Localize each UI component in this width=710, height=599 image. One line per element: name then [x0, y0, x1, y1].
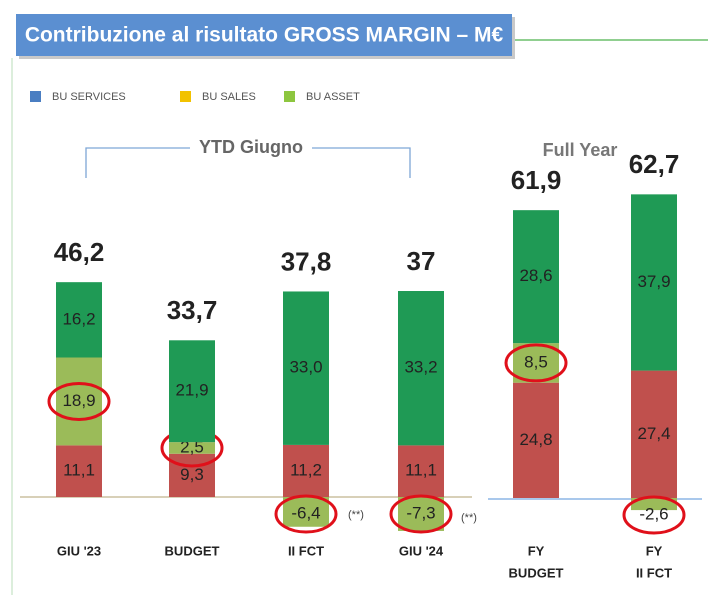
- annotation: (**): [461, 512, 477, 524]
- value-label: -6,4: [291, 503, 320, 522]
- bar-segment: [398, 445, 444, 497]
- annotation: (**): [348, 509, 364, 521]
- value-label: 27,4: [637, 424, 670, 443]
- bar-segment: [631, 194, 677, 371]
- highlight-circle: [47, 381, 111, 421]
- x-tick-label: II FCT: [288, 543, 324, 558]
- bar-segment: [169, 442, 215, 454]
- x-tick-label: FY: [528, 543, 545, 558]
- value-label: -2,6: [639, 504, 668, 523]
- bar-segment: [631, 498, 677, 511]
- total-label: 46,2: [54, 237, 105, 267]
- bar-segment: [513, 210, 559, 344]
- total-label: 33,7: [167, 295, 218, 325]
- value-label: 28,6: [519, 266, 552, 285]
- chart-title: Contribuzione al risultato GROSS MARGIN …: [25, 24, 504, 47]
- bar-segment: [513, 343, 559, 383]
- value-label: 11,2: [290, 460, 322, 479]
- bar-segment: [398, 497, 444, 531]
- legend-label: BU ASSET: [306, 91, 360, 103]
- value-label: 18,9: [62, 391, 95, 410]
- legend-swatch: [30, 91, 41, 102]
- value-label: 8,5: [524, 352, 548, 371]
- total-label: 37: [407, 246, 436, 276]
- highlight-circle: [274, 494, 338, 534]
- x-tick-label: GIU '24: [399, 543, 444, 558]
- highlight-circle: [504, 343, 568, 383]
- x-tick-label: BUDGET: [509, 565, 564, 580]
- bar-segment: [398, 291, 444, 446]
- bracket: [85, 147, 411, 178]
- annotation: Full Year: [543, 140, 618, 160]
- total-label: 62,7: [629, 149, 680, 179]
- x-tick-label: FY: [646, 543, 663, 558]
- x-tick-label: II FCT: [636, 565, 672, 580]
- value-label: 24,8: [519, 430, 552, 449]
- legend-swatch: [180, 91, 191, 102]
- bar-segment: [631, 370, 677, 498]
- highlight-circle: [389, 494, 453, 534]
- value-label: 11,1: [405, 461, 437, 480]
- title-box: [16, 14, 512, 56]
- x-tick-label: BUDGET: [165, 543, 220, 558]
- bar-segment: [56, 445, 102, 497]
- bar-segment: [283, 444, 329, 497]
- bar-segment: [56, 357, 102, 446]
- value-label: 33,0: [289, 358, 322, 377]
- value-label: 33,2: [404, 358, 437, 377]
- legend-label: BU SALES: [202, 91, 256, 103]
- bar-segment: [169, 453, 215, 497]
- bar-segment: [169, 340, 215, 443]
- total-label: 37,8: [281, 246, 332, 276]
- value-label: 21,9: [175, 381, 208, 400]
- value-label: 11,1: [63, 461, 95, 480]
- bar-segment: [513, 382, 559, 498]
- highlight-circle: [622, 495, 686, 535]
- value-label: 9,3: [180, 465, 204, 484]
- bar-segment: [56, 282, 102, 358]
- value-label: 37,9: [637, 272, 670, 291]
- bar-segment: [283, 497, 329, 527]
- annotation: YTD Giugno: [199, 137, 303, 157]
- bar-segment: [283, 291, 329, 445]
- legend-swatch: [284, 91, 295, 102]
- value-label: 2,5: [180, 437, 204, 456]
- value-label: -7,3: [406, 503, 435, 522]
- legend-label: BU SERVICES: [52, 91, 126, 103]
- x-tick-label: GIU '23: [57, 543, 101, 558]
- total-label: 61,9: [511, 165, 562, 195]
- value-label: 16,2: [62, 309, 95, 328]
